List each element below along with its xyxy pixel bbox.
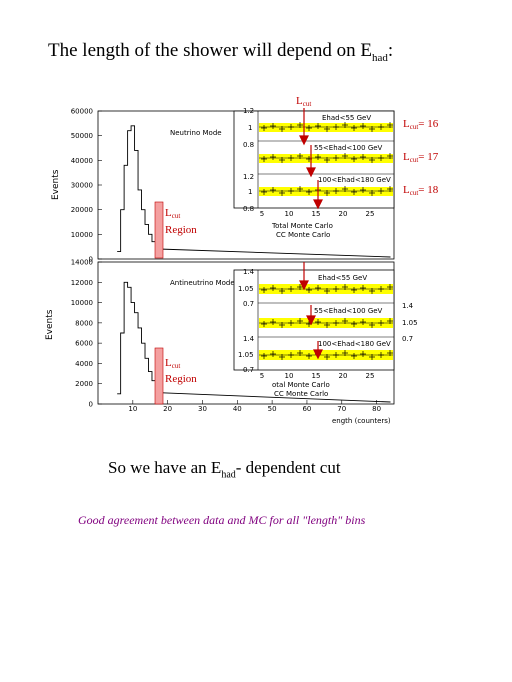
top-y-label: Events [51,169,61,200]
nu-ytick-1.2b: 1.2 [243,173,254,181]
y-tick-label: 8000 [75,319,93,327]
y-tick-label: 40000 [71,157,93,165]
nu-ytick-0.8a: 0.8 [243,141,254,149]
x-tick-label: 40 [233,405,242,413]
anu-panel3-label: 100<Ehad<180 GeV [318,340,391,348]
inset-x-tick: 10 [285,210,294,218]
nu-panel2-label: 55<Ehad<100 GeV [314,144,383,152]
y-tick-label: 30000 [71,182,93,190]
y-tick-label: 0 [89,256,93,264]
cut-statement: So we have an Ehad- dependent cut [108,458,341,481]
inset-x-tick: 15 [312,372,321,380]
y-tick-label: 20000 [71,206,93,214]
y-tick-label: 6000 [75,340,93,348]
y-tick-label: 60000 [71,108,93,116]
top-lcut-region [154,201,164,259]
lcut-top-label: Lcut [296,95,311,108]
top-y-ticks: 0 10000 20000 30000 40000 50000 60000 [71,108,102,264]
anu-xlabel2: CC Monte Carlo [274,390,328,398]
bottom-x-ticks: 10 20 30 40 50 60 70 80 [128,400,381,413]
right-tick-0.7: 0.7 [402,335,413,343]
y-tick-label: 2000 [75,380,93,388]
inset-x-tick: 20 [339,210,348,218]
lcut16-label: Lcut= 16 [403,118,439,131]
x-tick-label: 10 [128,405,137,413]
inset-x-tick: 10 [285,372,294,380]
page-title: The length of the shower will depend on … [48,40,394,64]
anu-xlabel: otal Monte Carlo [272,381,330,389]
lcut18-label: Lcut= 18 [403,184,439,197]
bottom-region-label-1: Lcut [165,357,180,370]
anu-ytick-1.4b: 1.4 [243,335,255,343]
top-region-label-1: Lcut [165,207,180,220]
bottom-lcut-region [154,347,164,405]
anu-ytick-1.4a: 1.4 [243,268,255,276]
y-tick-label: 0 [89,401,93,409]
bottom-y-label: Events [45,309,55,340]
inset-x-tick: 25 [366,210,375,218]
anu-panel1-label: Ehad<55 GeV [318,274,367,282]
neutrino-insets: Ehad<55 GeV 55<Ehad<100 GeV 100<Ehad<180… [233,107,395,239]
bottom-y-ticks: 0 2000 4000 6000 8000 10000 12000 14000 [71,259,102,409]
x-tick-label: 80 [372,405,381,413]
bottom-plot-title: Antineutrino Mode [170,279,235,287]
nu-ytick-0.8b: 0.8 [243,205,254,213]
nu-panel3-label: 100<Ehad<180 GeV [318,176,391,184]
antineutrino-insets: Ehad<55 GeV 55<Ehad<100 GeV 100<Ehad<180… [233,268,395,398]
right-tick-1.05: 1.05 [402,319,418,327]
anu-ytick-1.05a: 1.05 [238,285,254,293]
y-tick-label: 4000 [75,360,93,368]
inset-x-tick: 15 [312,210,321,218]
anu-ytick-1.05b: 1.05 [238,351,254,359]
inset-x-tick: 25 [366,372,375,380]
inset-x-tick: 5 [260,372,264,380]
bottom-region-label-2: Region [165,373,197,385]
x-tick-label: 30 [198,405,207,413]
inset-x-tick: 20 [339,372,348,380]
y-tick-label: 10000 [71,299,93,307]
nu-ytick-1.2a: 1.2 [243,107,254,115]
x-tick-label: 70 [337,405,346,413]
nu-panel1-label: Ehad<55 GeV [322,114,371,122]
top-region-label-2: Region [165,224,197,236]
y-tick-label: 14000 [71,259,93,267]
nu-xlabel2: CC Monte Carlo [276,231,330,239]
nu-xlabel: Total Monte Carlo [271,222,333,230]
y-tick-label: 12000 [71,279,93,287]
y-tick-label: 10000 [71,231,93,239]
inset-x-tick: 5 [260,210,264,218]
anu-panel2-label: 55<Ehad<100 GeV [314,307,383,315]
x-tick-label: 60 [302,405,311,413]
nu-ytick-1b: 1 [248,188,252,196]
anu-ytick-0.7a: 0.7 [243,300,254,308]
top-plot-title: Neutrino Mode [170,129,222,137]
agreement-note: Good agreement between data and MC for a… [78,513,366,527]
right-tick-1.4: 1.4 [402,302,414,310]
anu-ytick-0.7b: 0.7 [243,366,254,374]
lcut-arrows [299,108,323,360]
lcut17-label: Lcut= 17 [403,151,439,164]
nu-ytick-1a: 1 [248,124,252,132]
x-tick-label: 50 [268,405,277,413]
y-tick-label: 50000 [71,132,93,140]
x-tick-label: 20 [163,405,172,413]
bottom-x-label: ength (counters) [332,417,391,425]
